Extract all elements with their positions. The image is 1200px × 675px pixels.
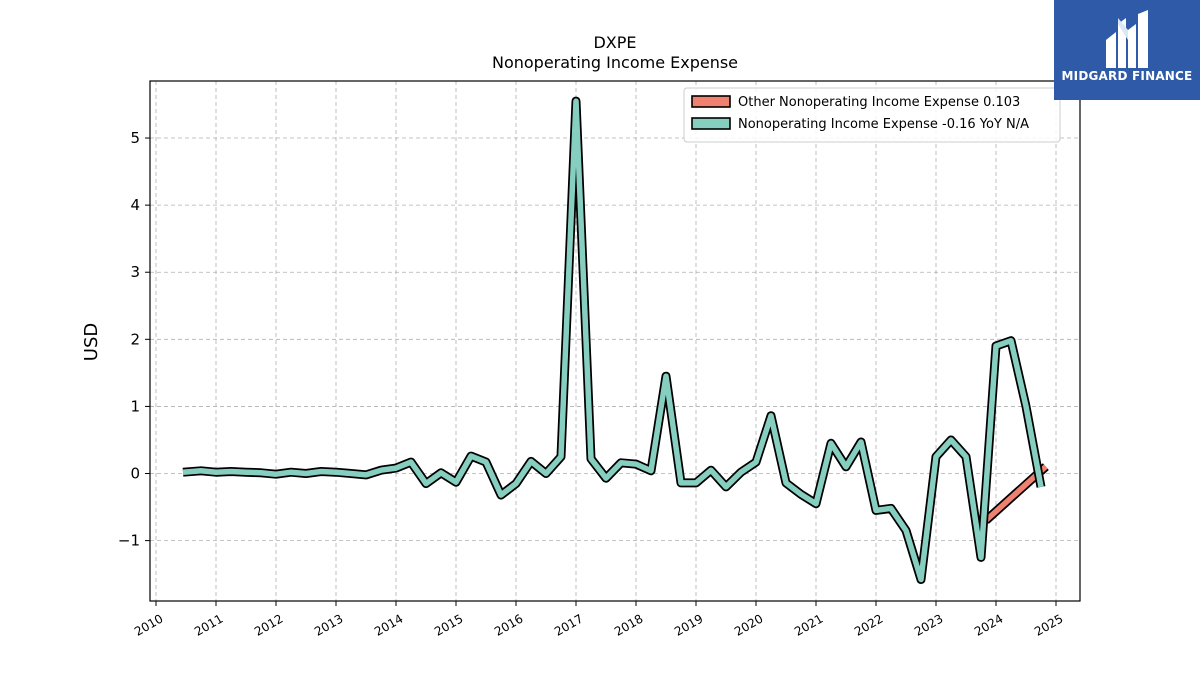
x-tick-label: 2020 <box>732 611 765 638</box>
x-tick-label: 2013 <box>312 611 345 638</box>
x-tick-label: 2010 <box>132 611 165 638</box>
x-tick-label: 2014 <box>372 611 405 638</box>
legend-swatch <box>691 117 731 130</box>
y-tick-label: 1 <box>130 397 140 415</box>
midgard-m-logo-icon <box>1106 10 1148 68</box>
legend-box <box>683 87 1061 143</box>
brand-name: MIDGARD FINANCE <box>1061 69 1193 83</box>
y-tick-label: 3 <box>130 263 140 281</box>
x-tick-label: 2019 <box>672 611 705 638</box>
x-tick-label: 2023 <box>912 611 945 638</box>
legend-entry: Nonoperating Income Expense -0.16 YoY N/… <box>738 117 1029 132</box>
x-tick-label: 2015 <box>432 611 465 638</box>
x-tick-label: 2012 <box>252 611 285 638</box>
y-tick-label: 4 <box>130 196 140 214</box>
y-tick-label: 0 <box>130 465 140 483</box>
chart-subtitle: Nonoperating Income Expense <box>492 53 738 72</box>
x-tick-label: 2018 <box>612 611 645 638</box>
midgard-finance-logo: MIDGARD FINANCE <box>1054 0 1200 100</box>
plot-frame <box>149 80 1081 602</box>
series-outline <box>182 96 1046 584</box>
x-tick-label: 2022 <box>852 611 885 638</box>
grid-layer <box>150 81 1080 601</box>
y-axis-label: USD <box>81 323 102 361</box>
x-tick-label: 2021 <box>792 611 825 638</box>
series-line-1 <box>182 96 1046 584</box>
legend: Other Nonoperating Income Expense 0.103 N… <box>683 87 1061 143</box>
y-tick-label: −1 <box>118 532 140 550</box>
x-tick-label: 2017 <box>552 611 585 638</box>
series-layer <box>182 96 1049 584</box>
series-stroke <box>182 98 1044 583</box>
x-tick-label: 2024 <box>972 611 1005 638</box>
x-tick-label: 2011 <box>192 611 225 638</box>
chart-title: DXPE <box>593 33 636 52</box>
x-tick-label: 2016 <box>492 611 525 638</box>
legend-entry: Other Nonoperating Income Expense 0.103 <box>738 95 1020 110</box>
legend-swatch <box>691 95 731 108</box>
x-tick-label: 2025 <box>1032 611 1065 638</box>
y-tick-label: 5 <box>130 129 140 147</box>
y-tick-label: 2 <box>130 330 140 348</box>
